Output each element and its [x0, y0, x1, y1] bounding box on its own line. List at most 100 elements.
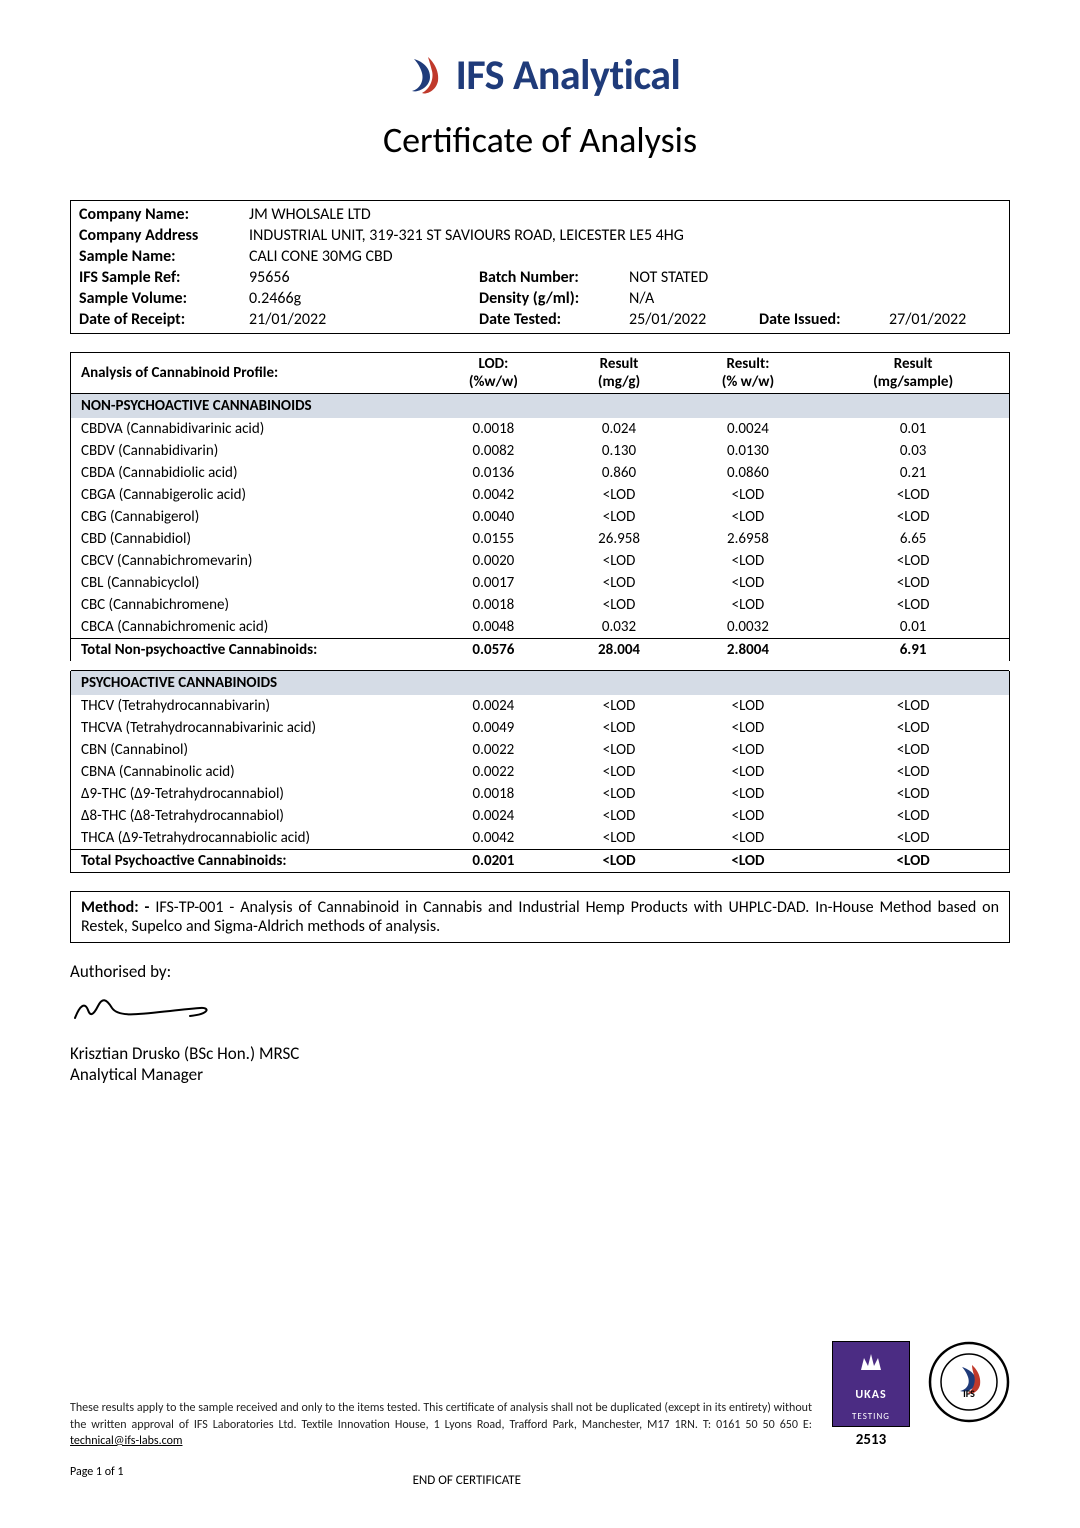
density-label: Density (g/ml): [479, 289, 629, 308]
tested-label: Date Tested: [479, 310, 629, 329]
data-cell: <LOD [559, 827, 678, 850]
data-cell: 0.01 [817, 418, 1009, 440]
data-cell: <LOD [817, 739, 1009, 761]
data-cell: 0.0082 [427, 440, 559, 462]
data-cell: <LOD [559, 717, 678, 739]
col-title: Analysis of Cannabinoid Profile: [71, 352, 428, 393]
company-address-label: Company Address [79, 226, 249, 245]
page-title: Certificate of Analysis [70, 118, 1010, 162]
total-cell: 2.8004 [679, 638, 818, 661]
auth-label: Authorised by: [70, 961, 1010, 982]
data-cell: 0.0018 [427, 418, 559, 440]
data-cell: 0.0049 [427, 717, 559, 739]
col-r2: Result:(% w/w) [679, 352, 818, 393]
method-text: IFS-TP-001 - Analysis of Cannabinoid in … [81, 898, 999, 936]
data-cell: Δ9-THC (Δ9-Tetrahydrocannabiol) [71, 783, 428, 805]
data-cell: CBDV (Cannabidivarin) [71, 440, 428, 462]
total-cell: 28.004 [559, 638, 678, 661]
data-cell: <LOD [559, 572, 678, 594]
data-cell: 0.0017 [427, 572, 559, 594]
data-cell: <LOD [817, 695, 1009, 717]
data-cell: <LOD [679, 827, 818, 850]
crown-icon [856, 1348, 886, 1378]
ifs-lab-badge-icon: IFS [928, 1341, 1010, 1423]
data-cell: <LOD [679, 484, 818, 506]
data-cell: 0.0024 [679, 418, 818, 440]
data-cell: 0.032 [559, 616, 678, 639]
data-cell: 0.0040 [427, 506, 559, 528]
ifs-ref-label: IFS Sample Ref: [79, 268, 249, 287]
data-cell: <LOD [817, 506, 1009, 528]
data-cell: <LOD [559, 484, 678, 506]
data-cell: CBGA (Cannabigerolic acid) [71, 484, 428, 506]
data-cell: <LOD [679, 572, 818, 594]
data-cell: CBN (Cannabinol) [71, 739, 428, 761]
page-number: Page 1 of 1 [70, 1465, 124, 1479]
company-address: INDUSTRIAL UNIT, 319-321 ST SAVIOURS ROA… [249, 226, 999, 245]
company-name-label: Company Name: [79, 205, 249, 224]
data-cell: 0.0130 [679, 440, 818, 462]
ukas-sub: TESTING [852, 1411, 890, 1422]
section-header: PSYCHOACTIVE CANNABINOIDS [71, 671, 1010, 696]
data-cell: 0.0024 [427, 805, 559, 827]
disclaimer: These results apply to the sample receiv… [70, 1400, 812, 1449]
end-of-certificate: END OF CERTIFICATE [124, 1473, 810, 1488]
auth-title: Analytical Manager [70, 1064, 1010, 1085]
signature-icon [70, 990, 1010, 1031]
auth-name: Krisztian Drusko (BSc Hon.) MRSC [70, 1043, 1010, 1064]
footer: These results apply to the sample receiv… [70, 1341, 1010, 1488]
volume: 0.2466g [249, 289, 479, 308]
data-cell: <LOD [679, 805, 818, 827]
data-cell: 0.024 [559, 418, 678, 440]
data-cell: <LOD [559, 805, 678, 827]
accreditation-badges: UKAS TESTING 2513 IFS [832, 1341, 1010, 1449]
total-cell: <LOD [679, 850, 818, 873]
data-cell: 0.03 [817, 440, 1009, 462]
data-cell: 0.0032 [679, 616, 818, 639]
ukas-number: 2513 [832, 1431, 910, 1449]
brand-logo-icon [400, 53, 446, 99]
data-cell: <LOD [559, 739, 678, 761]
data-cell: 0.860 [559, 462, 678, 484]
volume-label: Sample Volume: [79, 289, 249, 308]
data-cell: THCVA (Tetrahydrocannabivarinic acid) [71, 717, 428, 739]
auth-section: Authorised by: Krisztian Drusko (BSc Hon… [70, 961, 1010, 1085]
data-cell: <LOD [817, 717, 1009, 739]
data-cell: 0.0022 [427, 739, 559, 761]
data-cell: CBC (Cannabichromene) [71, 594, 428, 616]
issued-label: Date Issued: [759, 310, 889, 329]
receipt: 21/01/2022 [249, 310, 479, 329]
total-cell: <LOD [559, 850, 678, 873]
data-cell: <LOD [679, 783, 818, 805]
total-cell: <LOD [817, 850, 1009, 873]
data-cell: 0.0018 [427, 594, 559, 616]
data-cell: 0.130 [559, 440, 678, 462]
data-cell: <LOD [559, 761, 678, 783]
data-cell: 0.0048 [427, 616, 559, 639]
data-cell: <LOD [559, 594, 678, 616]
data-cell: 6.65 [817, 528, 1009, 550]
data-cell: 0.0155 [427, 528, 559, 550]
col-lod: LOD:(%w/w) [427, 352, 559, 393]
method-label: Method: - [81, 898, 149, 917]
receipt-label: Date of Receipt: [79, 310, 249, 329]
analysis-table: Analysis of Cannabinoid Profile: LOD:(%w… [70, 352, 1010, 874]
data-cell: <LOD [679, 761, 818, 783]
ukas-badge: UKAS TESTING [832, 1341, 910, 1427]
data-cell: 26.958 [559, 528, 678, 550]
method-box: Method: - IFS-TP-001 - Analysis of Canna… [70, 891, 1010, 943]
data-cell: <LOD [559, 695, 678, 717]
total-cell: 0.0201 [427, 850, 559, 873]
total-cell: 0.0576 [427, 638, 559, 661]
company-name: JM WHOLSALE LTD [249, 205, 999, 224]
ifs-ref: 95656 [249, 268, 479, 287]
email-link[interactable]: technical@ifs-labs.com [70, 1434, 183, 1448]
data-cell: 0.01 [817, 616, 1009, 639]
data-cell: <LOD [817, 484, 1009, 506]
data-cell: <LOD [679, 550, 818, 572]
svg-text:IFS: IFS [963, 1387, 975, 1400]
density: N/A [629, 289, 999, 308]
data-cell: <LOD [817, 827, 1009, 850]
total-cell: 6.91 [817, 638, 1009, 661]
data-cell: <LOD [817, 761, 1009, 783]
